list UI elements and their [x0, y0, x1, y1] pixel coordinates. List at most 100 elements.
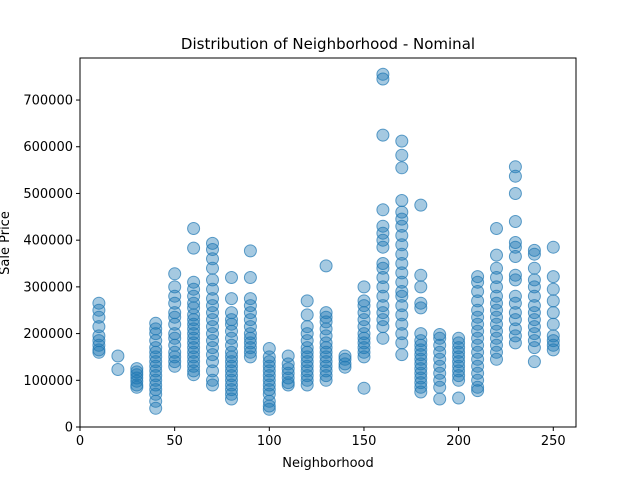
data-point — [92, 338, 106, 352]
data-point — [149, 327, 163, 341]
data-point — [376, 313, 390, 327]
data-point — [527, 280, 541, 294]
data-point — [395, 275, 409, 289]
data-point — [149, 345, 163, 359]
data-point — [243, 331, 257, 345]
data-point — [206, 341, 219, 355]
data-point — [319, 322, 333, 336]
data-point — [376, 233, 390, 247]
data-point — [187, 341, 201, 355]
data-point — [357, 350, 371, 364]
data-point — [243, 341, 257, 355]
data-point — [452, 341, 466, 355]
data-point — [414, 371, 428, 385]
data-point — [490, 331, 503, 345]
data-point — [471, 303, 485, 317]
data-point — [471, 380, 485, 394]
data-point — [300, 320, 314, 334]
data-point — [168, 317, 182, 331]
data-point — [149, 369, 163, 383]
data-point — [225, 317, 238, 331]
data-point — [508, 329, 522, 343]
data-point — [414, 348, 428, 362]
data-point — [546, 338, 560, 352]
data-point — [243, 292, 257, 306]
data-point — [225, 387, 238, 401]
data-point — [149, 364, 163, 378]
data-point — [490, 271, 503, 284]
data-point — [206, 252, 219, 266]
data-point — [300, 359, 314, 373]
data-point — [262, 373, 276, 387]
data-point — [243, 244, 257, 258]
data-point — [527, 327, 541, 341]
data-point — [225, 271, 238, 284]
data-point — [376, 219, 390, 233]
data-point — [243, 336, 257, 350]
data-point — [508, 322, 522, 336]
data-point — [376, 72, 390, 86]
data-point — [471, 384, 485, 398]
data-point — [225, 292, 238, 306]
data-point — [452, 369, 466, 383]
data-point — [471, 359, 485, 373]
data-point — [376, 306, 390, 320]
chart-title: Distribution of Neighborhood - Nominal — [181, 35, 475, 53]
data-point — [508, 313, 522, 327]
data-point — [452, 364, 466, 378]
data-point — [452, 336, 466, 350]
data-point — [225, 373, 238, 387]
data-point — [300, 350, 314, 364]
data-point — [527, 341, 541, 355]
data-point — [357, 299, 371, 313]
data-point — [187, 350, 201, 364]
data-point — [490, 352, 503, 366]
data-point — [395, 212, 409, 226]
data-point — [546, 306, 560, 320]
data-point — [357, 336, 371, 350]
data-point — [452, 373, 466, 387]
data-point — [319, 336, 333, 350]
data-point — [414, 376, 428, 390]
data-point — [187, 336, 201, 350]
data-point — [206, 313, 219, 327]
data-point — [376, 320, 390, 334]
data-point — [281, 362, 295, 376]
data-point — [168, 289, 182, 303]
data-point — [225, 364, 238, 378]
data-point — [452, 331, 466, 345]
data-point — [262, 369, 276, 383]
data-point — [490, 261, 503, 275]
data-point — [187, 313, 201, 327]
data-point — [376, 280, 390, 294]
data-point — [376, 331, 390, 345]
data-point — [187, 317, 201, 331]
data-point — [508, 306, 522, 320]
data-point — [281, 357, 295, 371]
x-axis-ticks: 0 50 100 150 200 250 — [76, 427, 566, 449]
data-point — [527, 243, 541, 257]
data-point — [206, 348, 219, 362]
data-point — [243, 306, 257, 320]
data-point — [187, 308, 201, 322]
data-point — [508, 273, 522, 287]
data-point — [508, 250, 522, 263]
data-point — [300, 345, 314, 359]
data-point — [111, 349, 125, 363]
data-point — [395, 308, 409, 322]
data-point — [319, 350, 333, 364]
x-axis-label: Neighborhood — [282, 456, 374, 471]
data-point — [243, 299, 257, 313]
data-point — [206, 334, 219, 348]
data-point — [225, 355, 238, 369]
y-axis-label: Sale Price — [0, 211, 13, 275]
data-point — [168, 345, 182, 359]
data-point — [319, 355, 333, 369]
data-point — [414, 357, 428, 371]
data-point — [395, 229, 409, 242]
y-tick-label: 0 — [65, 421, 73, 436]
data-point — [452, 345, 466, 359]
data-point — [395, 238, 409, 252]
data-point — [357, 306, 371, 320]
data-point — [546, 334, 560, 348]
